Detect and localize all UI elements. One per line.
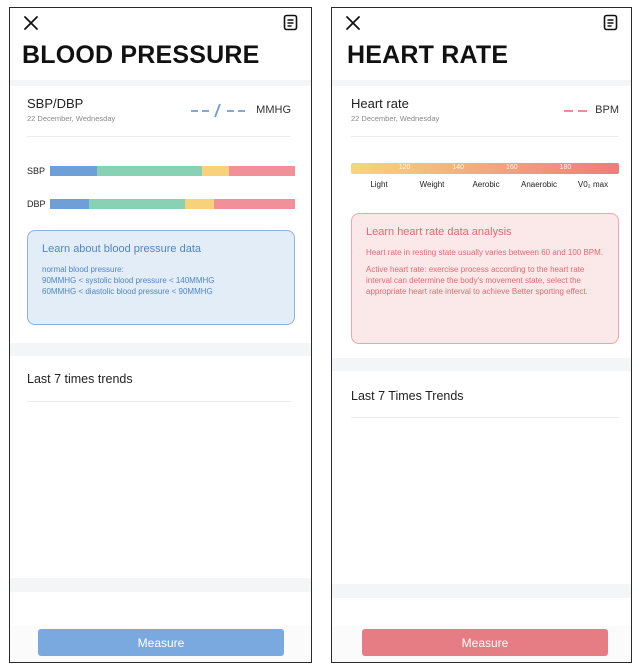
divider: [351, 417, 619, 418]
report-icon[interactable]: [603, 14, 618, 31]
scale-tick: 120: [398, 164, 411, 171]
blood-pressure-screen: BLOOD PRESSURE SBP/DBP 22 December, Wedn…: [9, 7, 312, 663]
zone-label: Anaerobic: [520, 180, 558, 189]
top-bar: [332, 8, 631, 38]
range-segment: [184, 199, 215, 209]
zone-label: V0₂ max: [577, 180, 609, 189]
hr-zone-gradient: 120 140 160 180: [351, 163, 619, 174]
card-title: Heart rate: [351, 96, 409, 111]
info-title: Learn about blood pressure data: [42, 243, 202, 255]
zone-label: Light: [370, 180, 388, 189]
info-line: normal blood pressure:: [42, 265, 124, 274]
zone-label: Aerobic: [472, 180, 500, 189]
scale-tick: 160: [505, 164, 518, 171]
info-title: Learn heart rate data analysis: [366, 226, 512, 238]
divider: [351, 136, 619, 137]
trends-title: Last 7 Times Trends: [351, 389, 464, 403]
hr-unit: BPM: [595, 104, 619, 116]
section-separator: [10, 578, 311, 592]
sbp-range-bar: [50, 166, 295, 176]
range-segment: [96, 166, 202, 176]
range-segment: [201, 166, 229, 176]
section-separator: [10, 343, 311, 356]
page-title: HEART RATE: [347, 41, 509, 69]
range-segment: [214, 199, 295, 209]
bp-value-placeholder: [191, 103, 246, 118]
info-paragraph: Heart rate in resting state usually vari…: [366, 248, 604, 257]
scale-tick: 140: [452, 164, 465, 171]
section-separator: [332, 358, 631, 371]
top-bar: [10, 8, 311, 38]
hr-info-box[interactable]: Learn heart rate data analysis Heart rat…: [351, 213, 619, 344]
dbp-label: DBP: [27, 199, 46, 209]
info-line: 60MMHG < diastolic blood pressure < 90MM…: [42, 287, 213, 296]
dbp-range-bar: [50, 199, 295, 209]
page-title: BLOOD PRESSURE: [22, 41, 260, 69]
scale-tick: 180: [559, 164, 572, 171]
close-icon[interactable]: [344, 14, 362, 32]
info-paragraph: Active heart rate: exercise process acco…: [366, 265, 588, 296]
bp-info-box[interactable]: Learn about blood pressure data normal b…: [27, 230, 295, 325]
trends-title: Last 7 times trends: [27, 372, 133, 386]
sbp-label: SBP: [27, 166, 46, 176]
report-icon[interactable]: [283, 14, 298, 31]
range-segment: [228, 166, 295, 176]
section-separator: [10, 80, 311, 86]
range-segment: [89, 199, 185, 209]
close-icon[interactable]: [22, 14, 40, 32]
hr-value-placeholder: [564, 110, 588, 112]
divider: [27, 136, 291, 137]
card-date: 22 December, Wednesday: [351, 114, 440, 123]
section-separator: [332, 584, 631, 598]
heart-rate-screen: HEART RATE Heart rate 22 December, Wedne…: [331, 7, 632, 663]
zone-label: Weight: [419, 180, 445, 189]
range-segment: [50, 166, 97, 176]
card-date: 22 December, Wednesday: [27, 114, 116, 123]
bp-reading: MMHG: [191, 102, 291, 118]
bp-unit: MMHG: [256, 104, 291, 116]
measure-button[interactable]: Measure: [362, 629, 608, 656]
card-title: SBP/DBP: [27, 96, 84, 111]
hr-reading: BPM: [564, 102, 619, 118]
section-separator: [332, 80, 631, 86]
info-line: 90MMHG < systolic blood pressure < 140MM…: [42, 276, 215, 285]
divider: [27, 401, 291, 402]
range-segment: [50, 199, 90, 209]
measure-button[interactable]: Measure: [38, 629, 284, 656]
